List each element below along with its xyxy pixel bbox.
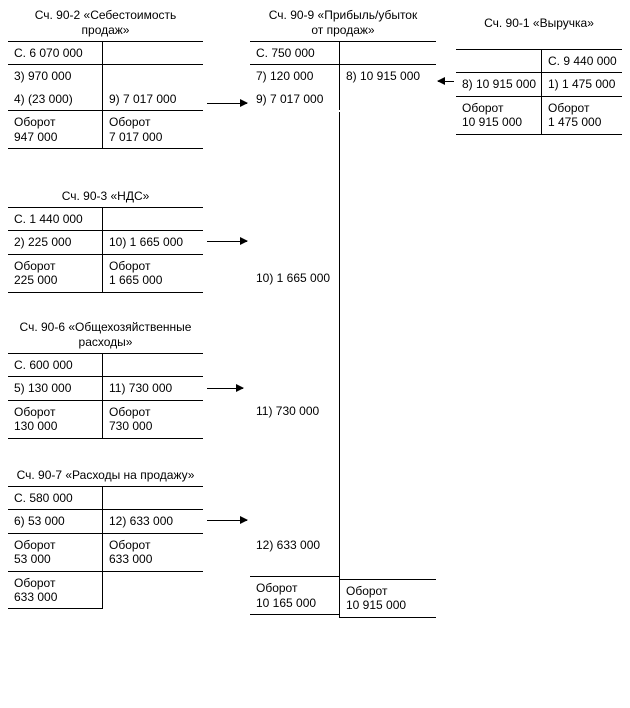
account-title: Сч. 90-1 «Выручка» [456,16,622,46]
debit-turnover: Оборот225 000 [8,255,102,292]
debit-entry: 5) 130 000 [8,377,102,399]
credit-balance: С. 9 440 000 [542,50,622,72]
title-line-1: Сч. 90-3 «НДС» [62,189,150,203]
title-line-1: Сч. 90-2 «Себестоимость [35,8,177,22]
title-line-2: расходы» [79,335,133,349]
credit-entry: 1) 1 475 000 [542,73,622,95]
debit-turnover: Оборот53 000 [8,534,102,571]
arrow-90-2-to-90-9 [207,103,247,104]
t-account-90-6: Сч. 90-6 «Общехозяйственные расходы» С. … [8,320,203,439]
arrow-90-1-to-90-9 [438,81,454,82]
credit-turnover: Оборот1 665 000 [103,255,203,292]
extra-turnover: Оборот633 000 [8,572,102,609]
debit-balance: С. 6 070 000 [8,42,102,64]
debit-turnover: Оборот10 165 000 [250,577,339,614]
credit-turnover: Оборот1 475 000 [542,97,622,134]
debit-entry: 3) 970 000 [8,65,102,87]
arrow-90-7-to-90-9 [207,520,247,521]
debit-turnover: Оборот10 915 000 [456,97,541,134]
credit-turnover: Оборот7 017 000 [103,111,203,148]
arrow-90-3-to-90-9 [207,241,247,242]
title-line-2: продаж» [82,23,130,37]
debit-turnover: Оборот130 000 [8,401,102,438]
credit-entry: 8) 10 915 000 [340,65,436,87]
debit-entry: 11) 730 000 [250,400,339,422]
account-title: Сч. 90-3 «НДС» [8,189,203,204]
debit-entry: 8) 10 915 000 [456,73,541,95]
credit-entry: 10) 1 665 000 [103,231,203,253]
debit-balance: С. 750 000 [250,42,339,64]
account-title: Сч. 90-6 «Общехозяйственные расходы» [8,320,203,350]
account-title: Сч. 90-7 «Расходы на продажу» [8,468,203,483]
title-line-1: Сч. 90-7 «Расходы на продажу» [17,468,195,482]
account-title: Сч. 90-2 «Себестоимость продаж» [8,8,203,38]
debit-entry: 10) 1 665 000 [250,267,339,289]
t-account-90-7: Сч. 90-7 «Расходы на продажу» С. 580 000… [8,468,203,609]
credit-entry: 11) 730 000 [103,377,203,399]
debit-turnover: Оборот947 000 [8,111,102,148]
t-account-90-3: Сч. 90-3 «НДС» С. 1 440 000 2) 225 000 О… [8,189,203,293]
credit-turnover: Оборот730 000 [103,401,203,438]
credit-turnover: Оборот633 000 [103,534,203,571]
t-account-90-1: Сч. 90-1 «Выручка» 8) 10 915 000 Оборот1… [456,16,622,135]
title-line-1: Сч. 90-1 «Выручка» [484,16,594,30]
t-account-90-2: Сч. 90-2 «Себестоимость продаж» С. 6 070… [8,8,203,149]
title-line-1: Сч. 90-6 «Общехозяйственные [20,320,192,334]
credit-entry: 9) 7 017 000 [103,88,203,110]
debit-entry: 12) 633 000 [250,534,339,556]
debit-balance: С. 1 440 000 [8,208,102,230]
t-account-90-9: Сч. 90-9 «Прибыль/убыток от продаж» С. 7… [250,8,436,110]
title-line-2: от продаж» [311,23,374,37]
debit-entry: 9) 7 017 000 [250,88,339,110]
debit-balance: С. 600 000 [8,354,102,376]
debit-entry: 7) 120 000 [250,65,339,87]
debit-entry: 4) (23 000) [8,88,102,110]
account-title: Сч. 90-9 «Прибыль/убыток от продаж» [250,8,436,38]
credit-entry: 12) 633 000 [103,510,203,532]
debit-entry: 2) 225 000 [8,231,102,253]
debit-entry: 6) 53 000 [8,510,102,532]
accounting-t-accounts-diagram: { "colors": { "line": "#000000", "bg": "… [8,8,622,700]
arrow-90-6-to-90-9 [207,388,243,389]
credit-turnover: Оборот10 915 000 [340,580,436,617]
debit-balance: С. 580 000 [8,487,102,509]
title-line-1: Сч. 90-9 «Прибыль/убыток [269,8,417,22]
